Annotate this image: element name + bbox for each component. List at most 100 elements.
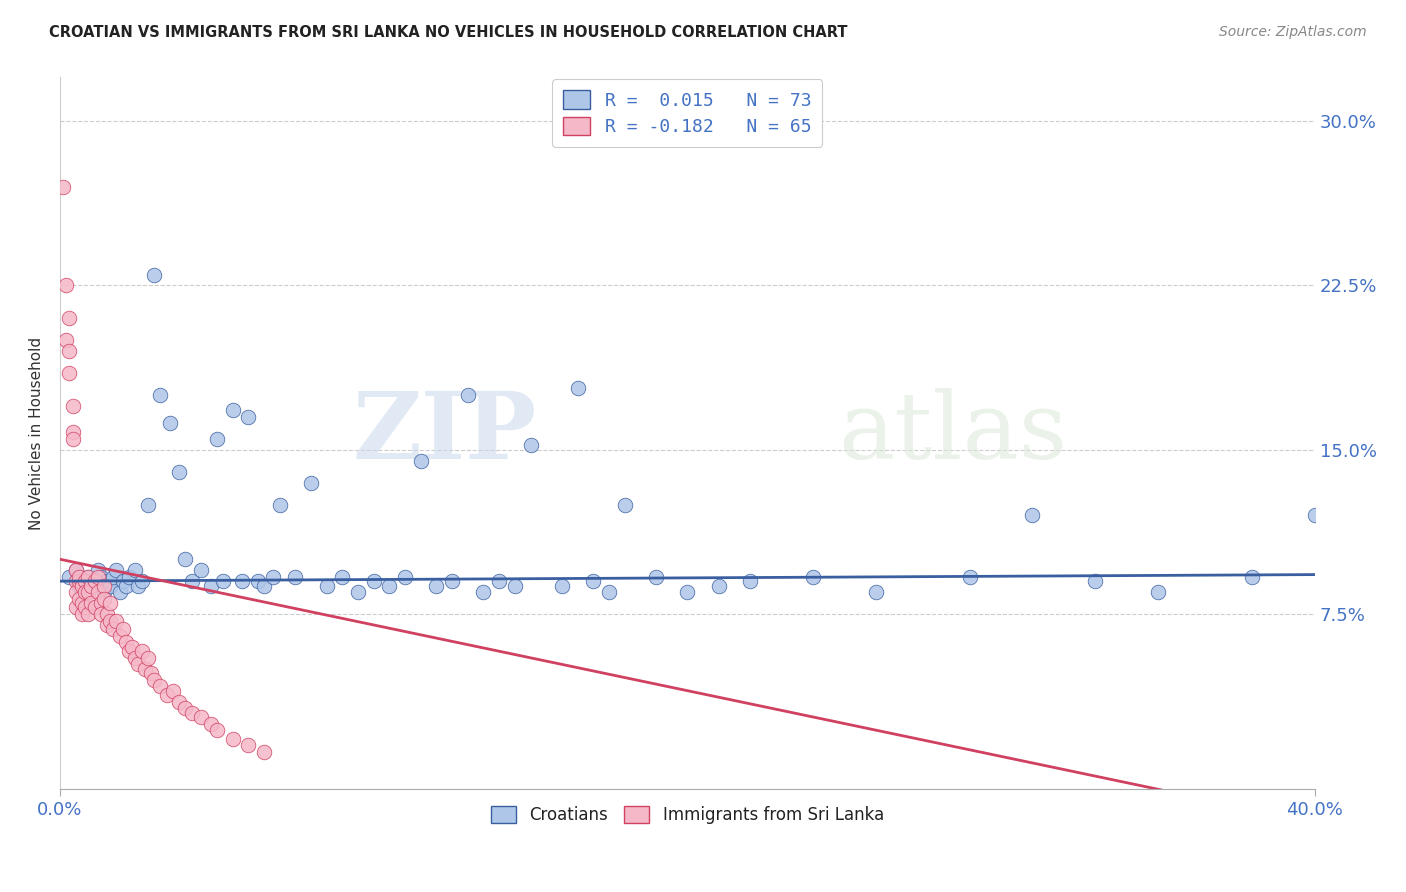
Point bbox=[457, 388, 479, 402]
Point bbox=[136, 650, 159, 665]
Point bbox=[105, 614, 128, 628]
Point bbox=[200, 716, 222, 731]
Point bbox=[90, 570, 112, 584]
Point bbox=[127, 578, 149, 592]
Point bbox=[127, 657, 149, 672]
Point bbox=[62, 432, 84, 446]
Point bbox=[1147, 585, 1170, 599]
Point bbox=[83, 574, 105, 589]
Point bbox=[488, 574, 510, 589]
Point bbox=[740, 574, 762, 589]
Point bbox=[801, 570, 824, 584]
Point bbox=[378, 578, 401, 592]
Point bbox=[613, 498, 636, 512]
Point bbox=[472, 585, 495, 599]
Legend: Croatians, Immigrants from Sri Lanka: Croatians, Immigrants from Sri Lanka bbox=[481, 796, 894, 834]
Point bbox=[77, 570, 100, 584]
Point bbox=[519, 438, 541, 452]
Point bbox=[75, 585, 97, 599]
Point bbox=[77, 607, 100, 621]
Point bbox=[93, 578, 115, 592]
Point bbox=[315, 578, 337, 592]
Point bbox=[96, 618, 118, 632]
Point bbox=[118, 570, 141, 584]
Point bbox=[959, 570, 981, 584]
Point bbox=[62, 425, 84, 440]
Point bbox=[200, 578, 222, 592]
Text: atlas: atlas bbox=[838, 388, 1067, 478]
Point bbox=[70, 607, 93, 621]
Point bbox=[65, 600, 87, 615]
Point bbox=[221, 403, 243, 417]
Point bbox=[253, 578, 276, 592]
Point bbox=[58, 311, 80, 326]
Point bbox=[90, 607, 112, 621]
Point bbox=[131, 574, 153, 589]
Point bbox=[394, 570, 416, 584]
Point bbox=[180, 574, 202, 589]
Point bbox=[65, 563, 87, 577]
Point bbox=[409, 453, 432, 467]
Point bbox=[115, 578, 138, 592]
Point bbox=[134, 662, 156, 676]
Point bbox=[86, 570, 108, 584]
Point bbox=[65, 574, 87, 589]
Point bbox=[162, 683, 184, 698]
Point bbox=[262, 570, 284, 584]
Point bbox=[121, 640, 143, 654]
Point bbox=[676, 585, 699, 599]
Point bbox=[582, 574, 605, 589]
Point bbox=[111, 623, 134, 637]
Point bbox=[105, 563, 128, 577]
Point bbox=[269, 498, 291, 512]
Point bbox=[96, 574, 118, 589]
Point bbox=[98, 596, 121, 610]
Point bbox=[425, 578, 447, 592]
Point bbox=[221, 731, 243, 746]
Point bbox=[205, 723, 228, 737]
Point bbox=[83, 574, 105, 589]
Point bbox=[205, 432, 228, 446]
Text: CROATIAN VS IMMIGRANTS FROM SRI LANKA NO VEHICLES IN HOUSEHOLD CORRELATION CHART: CROATIAN VS IMMIGRANTS FROM SRI LANKA NO… bbox=[49, 25, 848, 40]
Point bbox=[75, 585, 97, 599]
Point bbox=[103, 570, 125, 584]
Point bbox=[70, 578, 93, 592]
Point bbox=[98, 578, 121, 592]
Point bbox=[83, 600, 105, 615]
Point bbox=[67, 578, 90, 592]
Point bbox=[108, 629, 131, 643]
Point bbox=[124, 650, 146, 665]
Point bbox=[167, 465, 190, 479]
Point bbox=[77, 570, 100, 584]
Point bbox=[55, 333, 77, 347]
Point bbox=[58, 570, 80, 584]
Point bbox=[108, 585, 131, 599]
Point bbox=[567, 381, 589, 395]
Point bbox=[118, 644, 141, 658]
Point bbox=[865, 585, 887, 599]
Point bbox=[67, 574, 90, 589]
Point bbox=[70, 596, 93, 610]
Point bbox=[1303, 508, 1326, 523]
Point bbox=[1240, 570, 1263, 584]
Point bbox=[1021, 508, 1043, 523]
Point bbox=[55, 278, 77, 293]
Point bbox=[363, 574, 385, 589]
Point bbox=[77, 585, 100, 599]
Point bbox=[80, 596, 103, 610]
Point bbox=[103, 623, 125, 637]
Point bbox=[159, 417, 181, 431]
Point bbox=[58, 366, 80, 380]
Point bbox=[238, 409, 260, 424]
Point bbox=[139, 666, 162, 681]
Point bbox=[70, 574, 93, 589]
Point bbox=[93, 585, 115, 599]
Point bbox=[707, 578, 730, 592]
Text: ZIP: ZIP bbox=[353, 388, 537, 478]
Point bbox=[190, 563, 212, 577]
Point bbox=[111, 574, 134, 589]
Point bbox=[90, 596, 112, 610]
Point bbox=[238, 739, 260, 753]
Point bbox=[86, 585, 108, 599]
Point bbox=[645, 570, 668, 584]
